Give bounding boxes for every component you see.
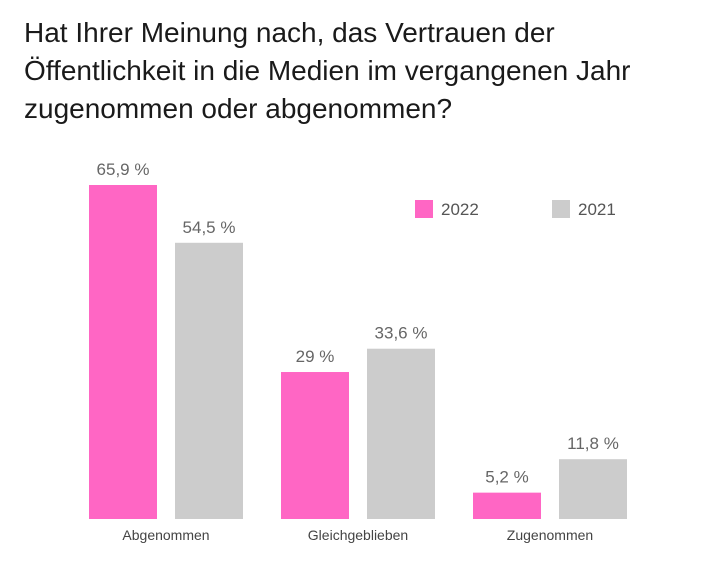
bar-gleichgeblieben-2021 <box>367 348 435 519</box>
legend-swatch-2021 <box>552 200 570 218</box>
value-label-abgenommen-2021: 54,5 % <box>183 218 236 237</box>
category-label-zugenommen: Zugenommen <box>507 527 593 543</box>
category-label-gleichgeblieben: Gleichgeblieben <box>308 527 408 543</box>
bar-abgenommen-2021 <box>175 242 243 520</box>
value-labels-group: 65,9 % 54,5 % 29 % 33,6 % 5,2 % 11,8 % <box>97 160 619 487</box>
bar-zugenommen-2021 <box>559 459 627 519</box>
value-label-zugenommen-2022: 5,2 % <box>485 468 528 487</box>
value-label-gleichgeblieben-2022: 29 % <box>296 347 335 366</box>
legend-label-2021: 2021 <box>578 200 616 219</box>
legend-label-2022: 2022 <box>441 200 479 219</box>
bar-abgenommen-2022 <box>89 185 157 519</box>
chart-title: Hat Ihrer Meinung nach, das Vertrauen de… <box>24 17 631 124</box>
value-label-zugenommen-2021: 11,8 % <box>567 434 619 453</box>
legend: 2022 2021 <box>415 200 616 219</box>
bar-gleichgeblieben-2022 <box>281 372 349 519</box>
legend-swatch-2022 <box>415 200 433 218</box>
category-labels-group: Abgenommen Gleichgeblieben Zugenommen <box>122 527 593 543</box>
category-label-abgenommen: Abgenommen <box>122 527 209 543</box>
value-label-abgenommen-2022: 65,9 % <box>97 160 150 179</box>
bar-zugenommen-2022 <box>473 492 541 519</box>
value-label-gleichgeblieben-2021: 33,6 % <box>375 324 428 343</box>
bars-group <box>89 185 627 520</box>
